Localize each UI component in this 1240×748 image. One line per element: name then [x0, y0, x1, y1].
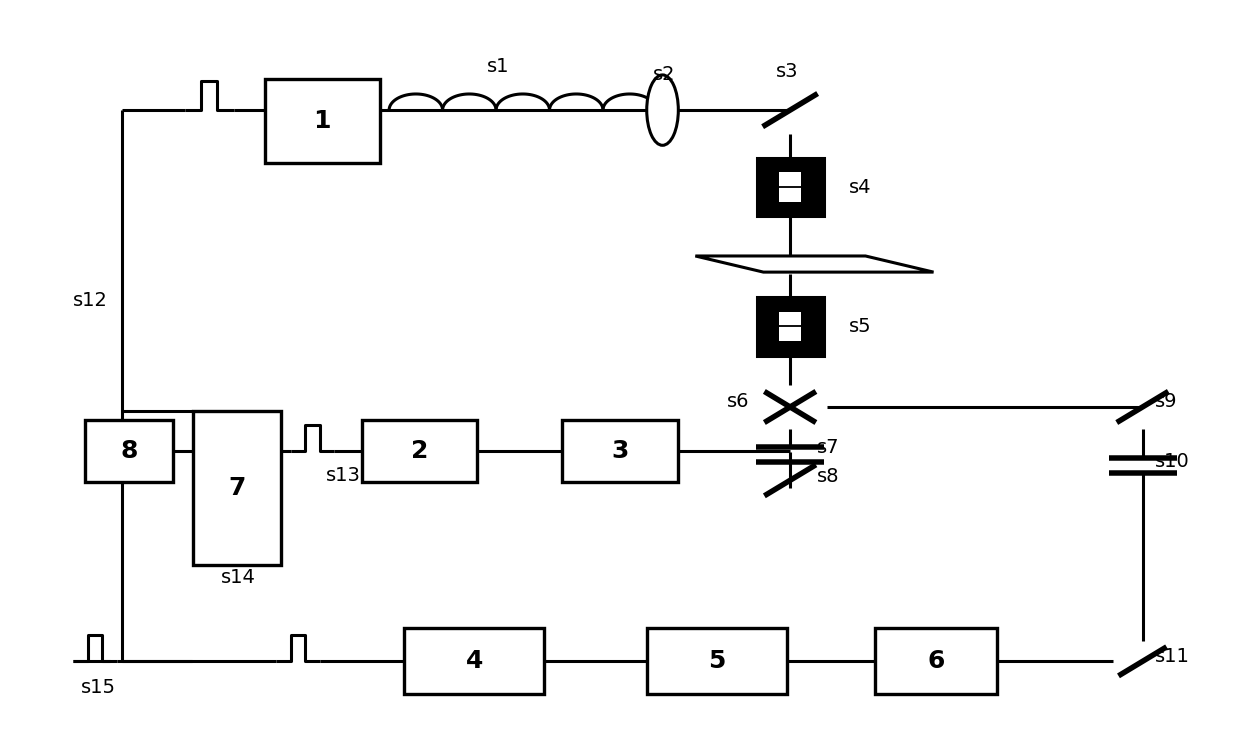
- Bar: [404, 628, 544, 694]
- Text: 8: 8: [120, 439, 138, 463]
- Text: 6: 6: [928, 649, 945, 673]
- Text: s9: s9: [1154, 393, 1177, 411]
- Text: 4: 4: [465, 649, 482, 673]
- Text: s15: s15: [81, 678, 115, 697]
- Text: s6: s6: [727, 393, 749, 411]
- Bar: [562, 420, 678, 482]
- Text: 5: 5: [708, 649, 725, 673]
- Text: 3: 3: [611, 439, 629, 463]
- Text: s3: s3: [775, 63, 799, 82]
- Ellipse shape: [647, 75, 678, 145]
- Text: s14: s14: [222, 568, 257, 587]
- Bar: [756, 297, 823, 356]
- Text: s10: s10: [1154, 453, 1189, 471]
- Text: s2: s2: [652, 65, 676, 85]
- Text: 7: 7: [228, 476, 246, 500]
- Text: s13: s13: [326, 466, 361, 485]
- Bar: [86, 420, 172, 482]
- Bar: [756, 158, 823, 216]
- Bar: [193, 411, 281, 565]
- Text: s7: s7: [817, 438, 839, 457]
- Text: s12: s12: [73, 291, 108, 310]
- Text: s5: s5: [848, 317, 870, 336]
- Bar: [362, 420, 477, 482]
- Text: s4: s4: [848, 177, 870, 197]
- Bar: [264, 79, 379, 163]
- Text: 2: 2: [410, 439, 428, 463]
- Text: 1: 1: [314, 109, 331, 133]
- Text: s1: s1: [487, 57, 510, 76]
- Text: s11: s11: [1154, 647, 1189, 666]
- Polygon shape: [696, 256, 934, 272]
- Bar: [780, 312, 801, 341]
- Bar: [780, 173, 801, 202]
- Bar: [875, 628, 997, 694]
- Bar: [647, 628, 787, 694]
- Text: s8: s8: [817, 467, 839, 486]
